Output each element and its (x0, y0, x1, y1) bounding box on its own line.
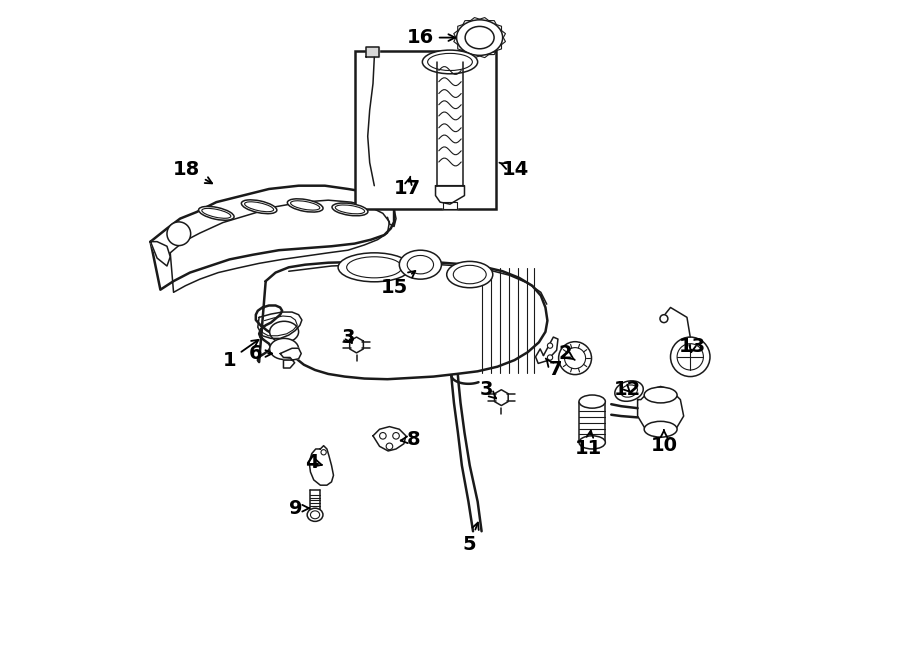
Text: 13: 13 (679, 338, 706, 356)
Polygon shape (443, 202, 457, 209)
Ellipse shape (670, 337, 710, 377)
Polygon shape (637, 387, 684, 437)
Text: 18: 18 (173, 160, 212, 183)
Ellipse shape (332, 203, 368, 215)
Ellipse shape (400, 251, 441, 279)
Ellipse shape (564, 348, 586, 369)
Ellipse shape (547, 343, 553, 348)
Ellipse shape (465, 26, 494, 49)
Ellipse shape (579, 436, 606, 449)
Text: 10: 10 (651, 430, 678, 455)
Text: 8: 8 (400, 430, 420, 449)
Ellipse shape (310, 511, 320, 519)
Ellipse shape (270, 338, 299, 360)
Ellipse shape (456, 20, 503, 56)
Ellipse shape (321, 449, 327, 455)
Polygon shape (373, 426, 406, 451)
Polygon shape (579, 402, 606, 442)
Ellipse shape (407, 255, 434, 274)
Ellipse shape (241, 200, 277, 214)
Ellipse shape (202, 208, 230, 218)
Ellipse shape (428, 54, 473, 71)
Text: 4: 4 (305, 453, 322, 472)
Text: 1: 1 (222, 340, 258, 369)
Ellipse shape (199, 206, 234, 220)
Text: 17: 17 (393, 176, 421, 198)
Text: 16: 16 (407, 28, 455, 47)
Polygon shape (350, 337, 364, 353)
Ellipse shape (644, 387, 677, 403)
Ellipse shape (615, 381, 644, 401)
Ellipse shape (644, 421, 677, 437)
Ellipse shape (422, 50, 478, 74)
Ellipse shape (167, 222, 191, 246)
Text: 15: 15 (381, 271, 415, 297)
Ellipse shape (454, 265, 486, 284)
Ellipse shape (386, 443, 392, 449)
Ellipse shape (287, 199, 323, 212)
Text: 12: 12 (614, 380, 642, 399)
Polygon shape (150, 242, 170, 266)
Ellipse shape (547, 355, 553, 360)
Ellipse shape (307, 508, 323, 522)
Ellipse shape (559, 342, 591, 375)
Text: 6: 6 (249, 344, 272, 363)
Ellipse shape (346, 256, 402, 278)
Text: 3: 3 (341, 328, 355, 346)
Polygon shape (309, 446, 334, 485)
Text: 2: 2 (558, 344, 575, 363)
Polygon shape (280, 348, 302, 368)
Ellipse shape (392, 432, 400, 439)
Text: 3: 3 (480, 380, 496, 399)
Text: 14: 14 (500, 160, 529, 178)
Text: 9: 9 (289, 498, 309, 518)
Polygon shape (256, 261, 547, 379)
Polygon shape (494, 390, 508, 406)
Ellipse shape (291, 201, 319, 210)
Ellipse shape (338, 253, 410, 282)
Ellipse shape (621, 385, 637, 397)
Text: 5: 5 (463, 523, 479, 554)
Ellipse shape (245, 202, 274, 212)
Ellipse shape (446, 261, 493, 288)
Text: 11: 11 (574, 431, 602, 459)
Ellipse shape (677, 344, 704, 370)
Bar (355, 51, 496, 209)
Ellipse shape (270, 321, 299, 342)
Polygon shape (150, 186, 394, 290)
Ellipse shape (380, 432, 386, 439)
Ellipse shape (579, 395, 606, 408)
Polygon shape (536, 337, 558, 364)
Polygon shape (436, 186, 464, 204)
Polygon shape (366, 48, 379, 58)
Ellipse shape (336, 205, 364, 214)
Text: 7: 7 (545, 358, 562, 379)
Ellipse shape (660, 315, 668, 323)
